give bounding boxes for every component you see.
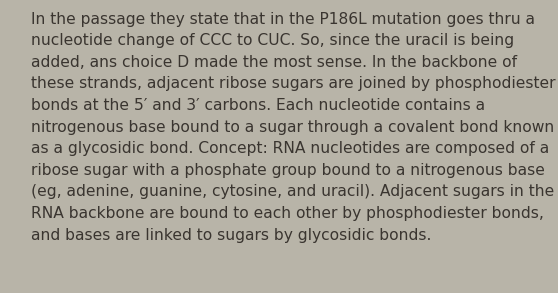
Text: In the passage they state that in the P186L mutation goes thru a nucleotide chan: In the passage they state that in the P1…	[31, 12, 555, 243]
